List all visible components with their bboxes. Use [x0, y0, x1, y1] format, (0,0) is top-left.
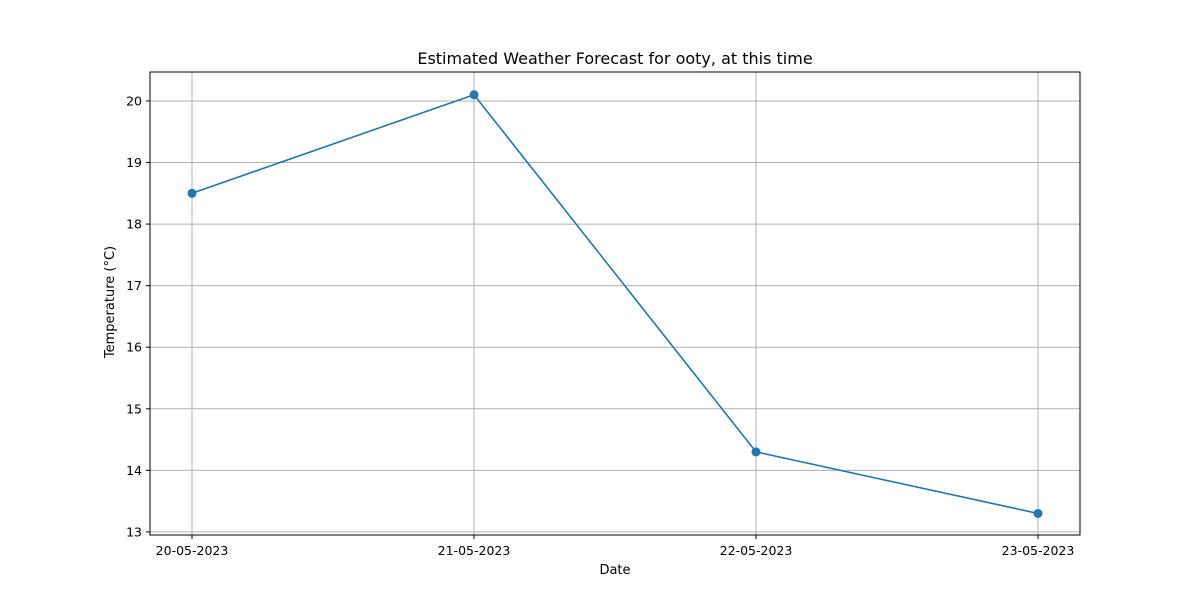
y-tick-label: 16 [126, 340, 142, 355]
axes: 13 14 15 16 17 18 19 20 20-05-2023 21-05-2023 22-0… [126, 71, 1081, 558]
x-axis-label: Date [599, 563, 630, 578]
y-tick-label: 17 [126, 278, 142, 293]
y-tick-label: 14 [126, 463, 142, 478]
plot-frame [149, 71, 1081, 536]
y-tick-label: 13 [126, 524, 142, 539]
data-point [1033, 508, 1043, 518]
data-point [751, 447, 761, 457]
series-line [191, 93, 1039, 515]
y-tick-label: 20 [126, 93, 142, 108]
y-tick-label: 18 [126, 217, 142, 232]
data-point [469, 90, 479, 100]
x-tick-label: 23-05-2023 [1002, 543, 1075, 558]
y-tick-label: 15 [126, 401, 142, 416]
y-tick-label: 19 [126, 155, 142, 170]
series-layer [187, 90, 1043, 518]
grid [150, 72, 1080, 535]
chart-title: Estimated Weather Forecast for ooty, at … [417, 49, 812, 68]
x-tick-label: 20-05-2023 [156, 543, 229, 558]
x-tick-label: 22-05-2023 [720, 543, 793, 558]
y-axis-label: Temperature (°C) [103, 246, 118, 359]
data-point [187, 188, 197, 198]
x-tick-label: 21-05-2023 [438, 543, 511, 558]
